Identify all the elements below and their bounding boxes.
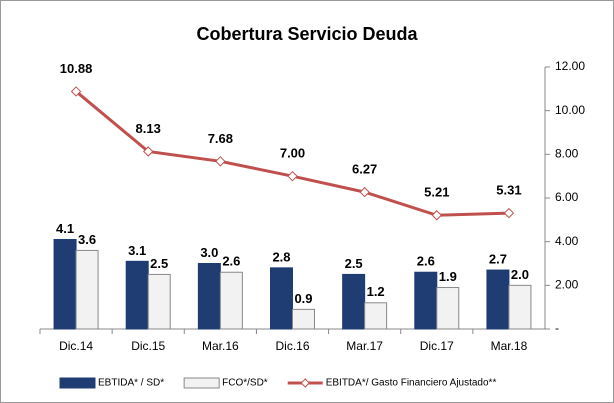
bar [414, 271, 438, 330]
bar [219, 271, 243, 330]
value-label: 5.31 [496, 183, 521, 198]
line-marker [503, 207, 515, 219]
bar [292, 308, 315, 330]
line-marker [70, 86, 82, 97]
x-tick-label: Mar.16 [202, 339, 239, 353]
y2-tick-label: 10.00 [555, 103, 585, 117]
chart-title: Cobertura Servicio Deuda [196, 24, 418, 44]
value-label: 3.6 [78, 232, 96, 247]
x-tick-label: Dic.14 [59, 339, 93, 353]
value-label: 2.5 [150, 256, 168, 271]
x-tick-label: Dic.16 [275, 339, 309, 353]
value-label: 2.6 [417, 254, 435, 269]
bar [436, 287, 460, 330]
x-tick-label: Mar.17 [346, 339, 383, 353]
line-marker [359, 186, 370, 198]
value-label: 5.21 [424, 185, 449, 200]
bar [270, 267, 293, 330]
x-tick-label: Dic.15 [131, 339, 165, 353]
value-label: 3.0 [200, 245, 218, 260]
y2-tick-label: - [555, 321, 559, 335]
value-label: 6.27 [352, 162, 377, 177]
value-label: 7.00 [280, 146, 305, 161]
line-marker [215, 156, 226, 167]
value-label: 3.1 [128, 243, 146, 258]
value-label: 2.5 [345, 256, 363, 271]
line-marker [287, 170, 298, 182]
y2-tick-label: 4.00 [555, 234, 579, 248]
bar [147, 273, 171, 330]
y2-tick-label: 12.00 [555, 59, 585, 73]
y2-tick-label: 2.00 [555, 278, 579, 292]
y2-tick-label: 6.00 [555, 190, 579, 204]
bar [342, 273, 366, 330]
bar [364, 302, 388, 330]
legend-swatch [59, 377, 96, 389]
bar [508, 284, 532, 330]
bar [75, 249, 99, 330]
x-tick-label: Dic.17 [420, 339, 454, 353]
value-label: 1.9 [439, 269, 457, 284]
value-label: 2.0 [511, 267, 529, 282]
value-label: 2.6 [222, 254, 240, 269]
bar [53, 238, 77, 330]
legend-label: EBTIDA* / SD* [98, 378, 164, 389]
line-marker [431, 210, 442, 221]
bar [197, 263, 221, 330]
value-label: 0.9 [294, 291, 312, 306]
legend-swatch [300, 378, 310, 388]
value-label: 1.2 [367, 284, 385, 299]
legend-swatch [183, 377, 220, 389]
value-label: 4.1 [56, 221, 74, 236]
value-label: 8.13 [136, 121, 161, 136]
bar [486, 269, 510, 330]
legend-label: EBITDA*/ Gasto Financiero Ajustado** [326, 378, 497, 389]
value-label: 10.88 [60, 61, 93, 76]
line-marker [143, 146, 154, 157]
bar [125, 260, 149, 330]
legend-label: FCO*/SD* [222, 378, 268, 389]
value-label: 2.7 [489, 251, 507, 266]
y2-tick-label: 8.00 [555, 147, 579, 161]
value-label: 2.8 [272, 249, 290, 264]
x-tick-label: Mar.18 [491, 339, 528, 353]
value-label: 7.68 [208, 131, 233, 146]
